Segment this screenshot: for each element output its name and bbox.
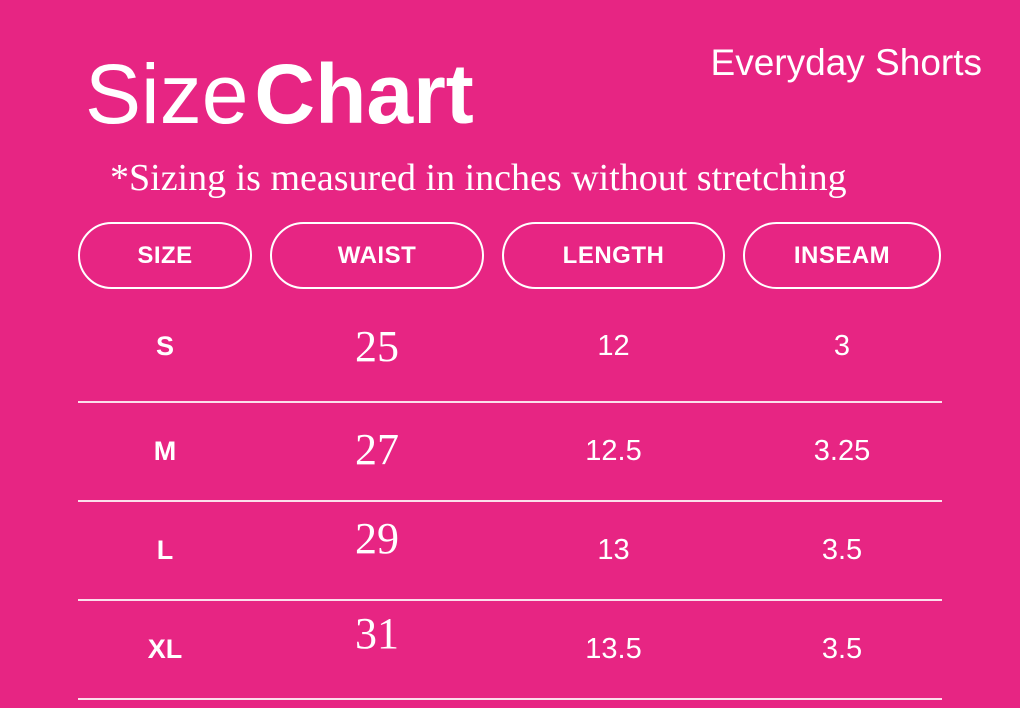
- length-cell: 13: [597, 534, 630, 566]
- table-row: S 25 12 3: [78, 289, 942, 403]
- column-header-length: LENGTH: [502, 222, 725, 289]
- column-header-size: SIZE: [78, 222, 252, 289]
- waist-cell: 27: [355, 425, 399, 474]
- column-header-inseam: INSEAM: [743, 222, 941, 289]
- page-title-bold: Chart: [254, 47, 474, 141]
- sizing-note: *Sizing is measured in inches without st…: [110, 157, 847, 199]
- length-cell: 12.5: [585, 435, 642, 467]
- waist-cell: 29: [355, 514, 399, 563]
- inseam-cell: 3: [833, 329, 851, 362]
- size-cell: L: [156, 535, 174, 565]
- length-cell: 12: [597, 329, 630, 362]
- size-cell: S: [155, 330, 174, 361]
- page-title: SizeChart: [85, 52, 474, 136]
- inseam-cell: 3.5: [821, 633, 863, 665]
- table-row: XL 31 13.5 3.5: [78, 601, 942, 700]
- table-row: L 29 13 3.5: [78, 502, 942, 601]
- size-cell: XL: [147, 634, 183, 664]
- column-header-waist: WAIST: [270, 222, 484, 289]
- table-header-row: SIZE WAIST LENGTH INSEAM: [78, 222, 942, 289]
- length-cell: 13.5: [585, 633, 642, 665]
- waist-cell: 31: [355, 609, 399, 658]
- page-title-regular: Size: [85, 47, 249, 141]
- waist-cell: 25: [355, 321, 399, 371]
- product-name: Everyday Shorts: [710, 42, 982, 83]
- table-row: M 27 12.5 3.25: [78, 403, 942, 502]
- inseam-cell: 3.25: [813, 435, 871, 467]
- size-table: SIZE WAIST LENGTH INSEAM S 25 12 3 M 27 …: [78, 222, 942, 700]
- inseam-cell: 3.5: [821, 534, 863, 566]
- size-cell: M: [153, 436, 177, 466]
